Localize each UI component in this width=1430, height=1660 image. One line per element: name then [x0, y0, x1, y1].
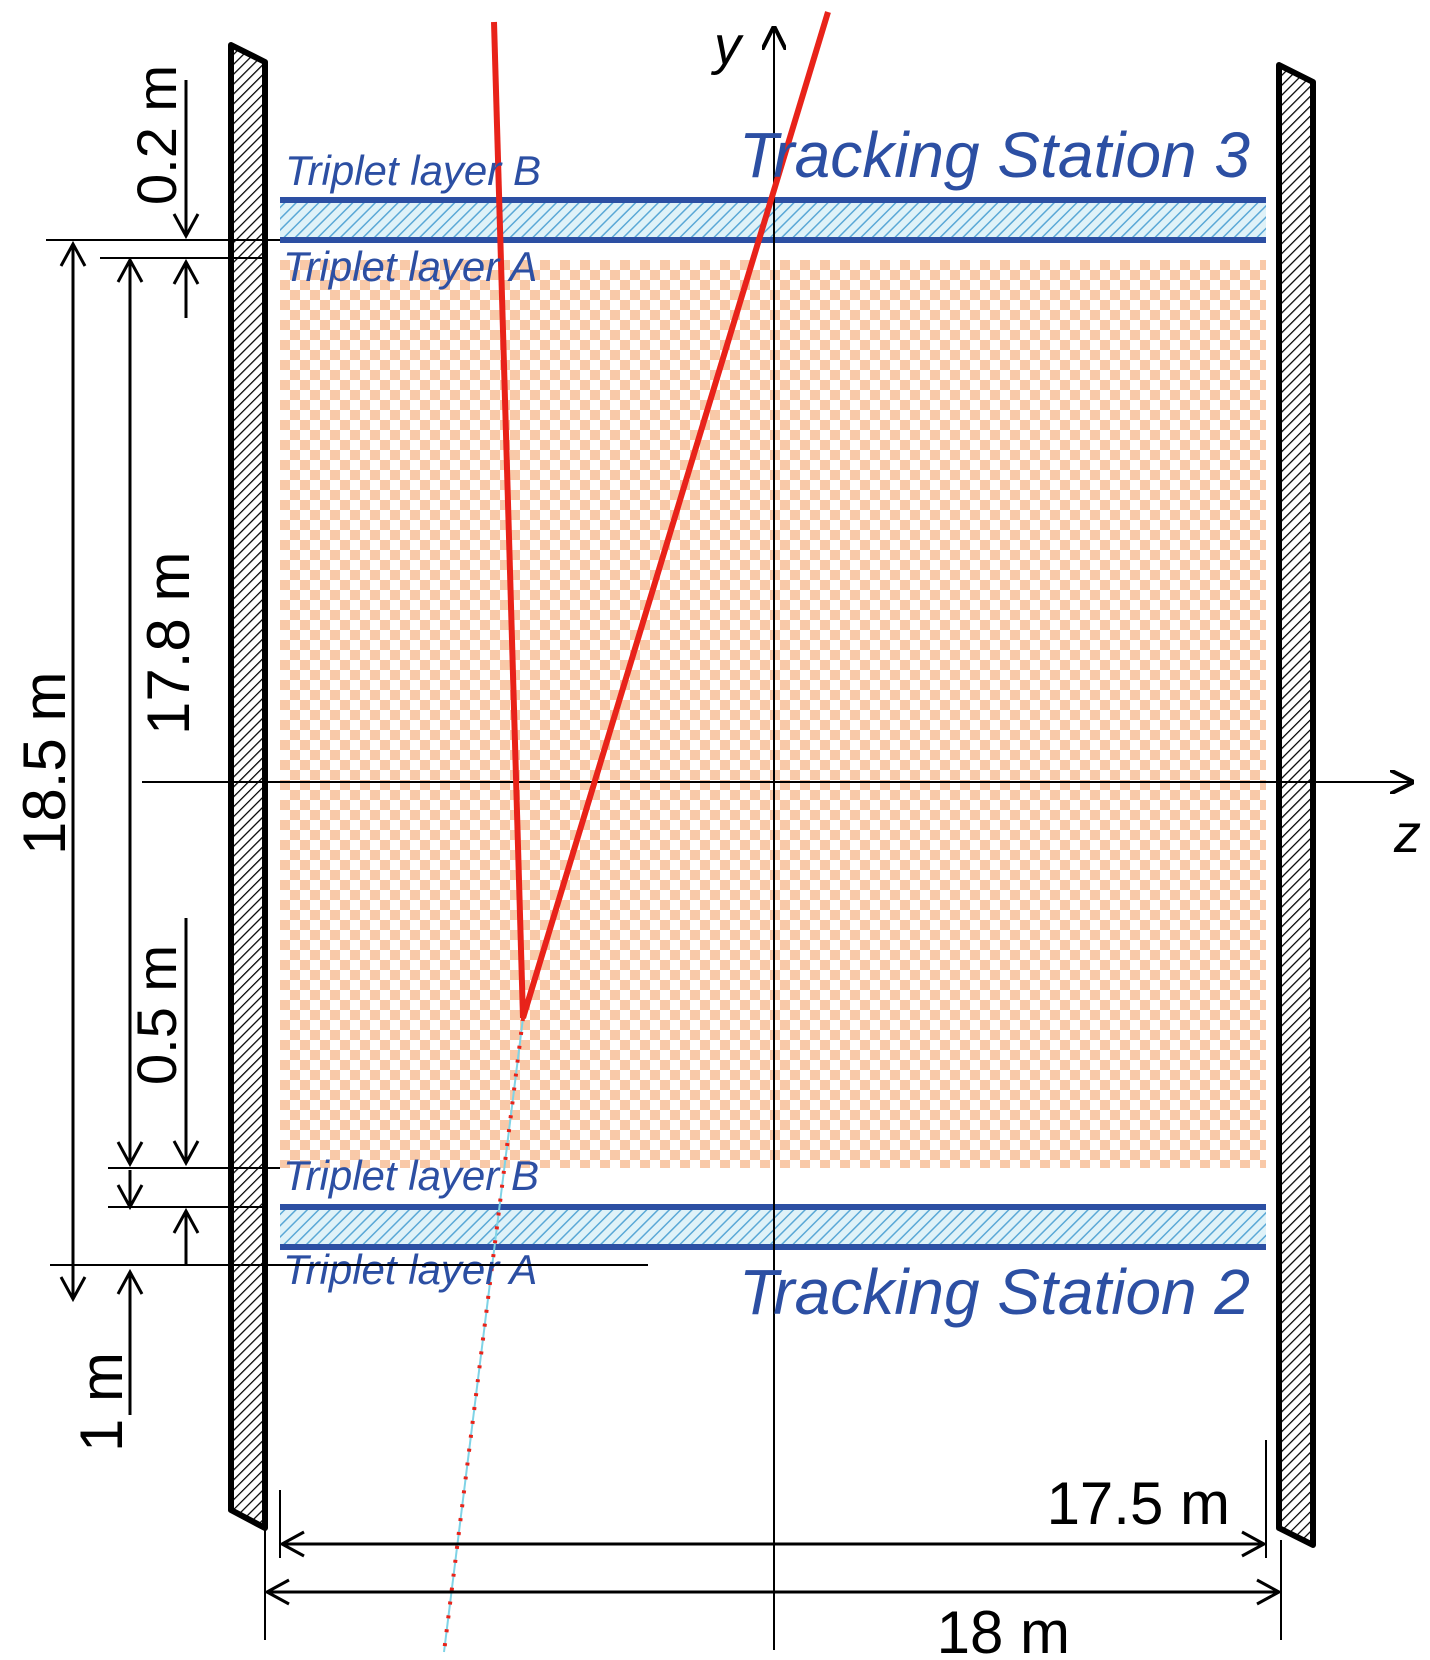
station-3-label: Tracking Station 3: [739, 119, 1250, 191]
vertical-dimensions: [46, 80, 648, 1415]
dim-17-5m: 17.5 m: [1047, 1470, 1230, 1537]
left-wall: [228, 42, 268, 1531]
top-layer-a-label: Triplet layer A: [283, 243, 537, 290]
right-wall: [1276, 62, 1316, 1548]
top-layer-b-label: Triplet layer B: [285, 147, 541, 194]
bottom-layer-a-label: Triplet layer A: [283, 1246, 537, 1293]
particle-tracks: [442, 11, 831, 1653]
dim-18-5m: 18.5 m: [11, 672, 78, 855]
station-2-label: Tracking Station 2: [739, 1256, 1250, 1328]
z-axis-label: z: [1393, 804, 1421, 864]
track-left: [491, 21, 526, 1019]
horizontal-dimensions: [263, 1440, 1283, 1640]
extrapolated-track: [442, 1017, 525, 1653]
y-axis-label: y: [710, 16, 744, 76]
dim-17-8m: 17.8 m: [135, 552, 202, 735]
track-right: [520, 11, 831, 1019]
bottom-layer-b-label: Triplet layer B: [283, 1152, 539, 1199]
dim-1m: 1 m: [68, 1352, 135, 1452]
dim-18m: 18 m: [937, 1599, 1070, 1660]
dim-0-5m: 0.5 m: [125, 945, 188, 1085]
dim-0-2m: 0.2 m: [125, 65, 188, 205]
